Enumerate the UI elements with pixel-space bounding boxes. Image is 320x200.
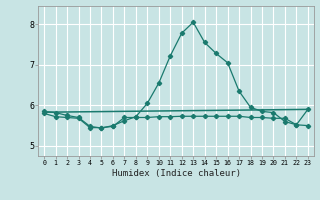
X-axis label: Humidex (Indice chaleur): Humidex (Indice chaleur) — [111, 169, 241, 178]
